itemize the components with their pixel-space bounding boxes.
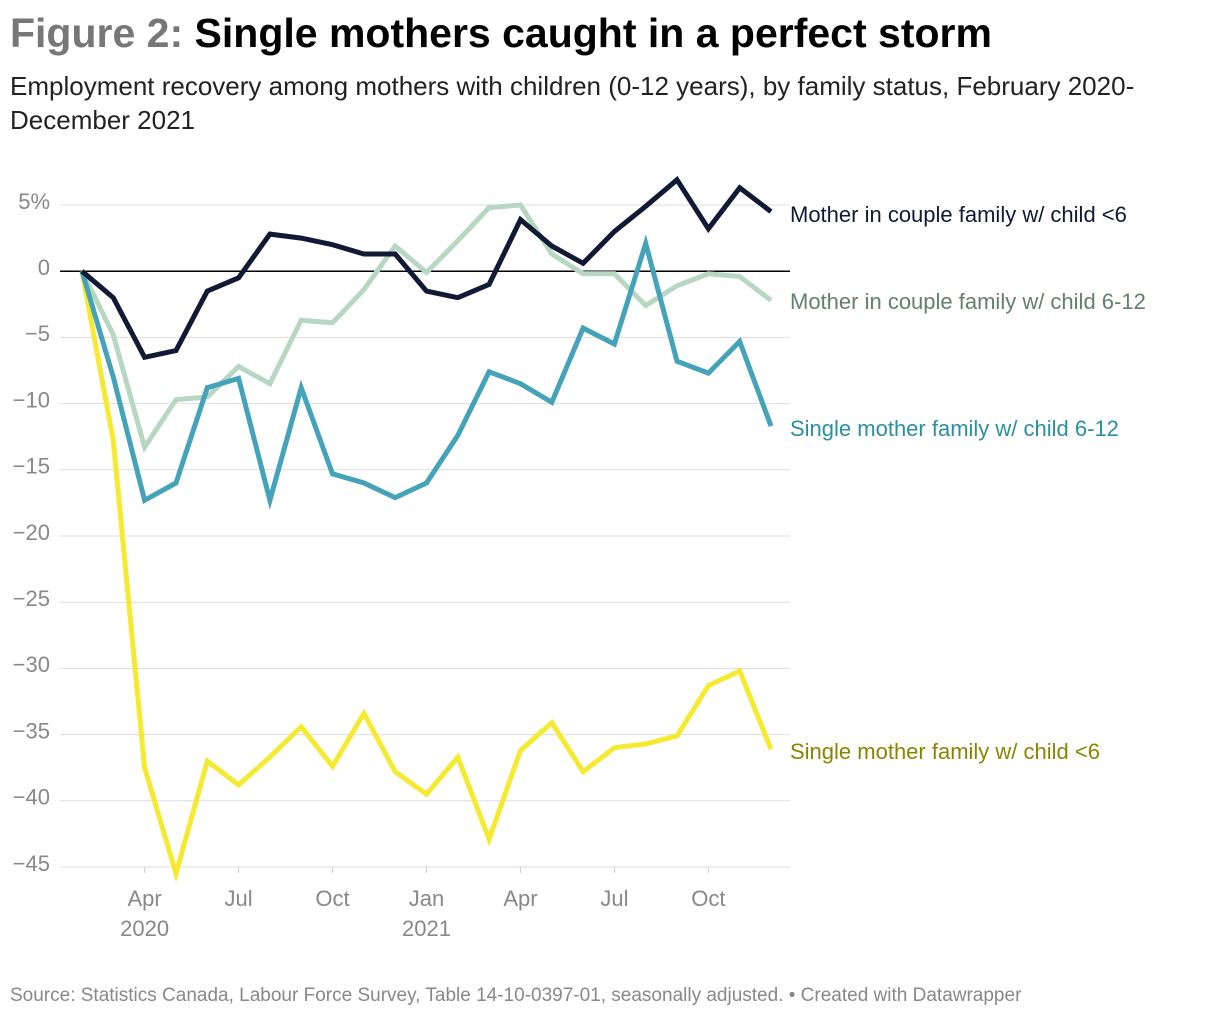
chart-title: Single mothers caught in a perfect storm	[194, 10, 992, 56]
y-tick-label: −20	[13, 520, 50, 545]
x-tick-label: Jul	[225, 886, 253, 911]
series-line	[79, 234, 774, 510]
x-tick-label: Oct	[691, 886, 725, 911]
y-tick-label: −15	[13, 454, 50, 479]
y-tick-label: −25	[13, 586, 50, 611]
figure-label: Figure 2:	[10, 10, 184, 56]
series-line	[79, 270, 774, 883]
x-tick-label: Apr	[128, 886, 162, 911]
y-tick-label: −10	[13, 387, 50, 412]
y-tick-label: −40	[13, 785, 50, 810]
source: Source: Statistics Canada, Labour Force …	[10, 985, 1022, 1006]
y-tick-label: −35	[13, 718, 50, 743]
x-tick-label: 2021	[402, 916, 451, 941]
series-label: Single mother family w/ child <6	[790, 739, 1100, 764]
series-line	[79, 202, 773, 454]
y-tick-label: −45	[13, 851, 50, 876]
y-tick-label: 5%	[18, 189, 50, 214]
title: Figure 2: Single mothers caught in a per…	[10, 10, 1190, 57]
series-label: Single mother family w/ child 6-12	[790, 416, 1119, 441]
subtitle: Employment recovery among mothers with c…	[10, 71, 1135, 135]
x-tick-label: Apr	[503, 886, 537, 911]
y-tick-label: −30	[13, 652, 50, 677]
series-line	[80, 176, 773, 361]
y-tick-label: −5	[25, 321, 50, 346]
y-tick-label: 0	[38, 255, 50, 280]
chart: 5% 0 −5 −10 −15 −20 −25 −30 −35 −40 −45 Apr 2020 Jul O…	[13, 176, 1146, 941]
x-tick-label: Jul	[600, 886, 628, 911]
x-tick-label: Jan	[409, 886, 444, 911]
x-tick-label: Oct	[315, 886, 349, 911]
series-label: Mother in couple family w/ child <6	[790, 202, 1127, 227]
header: Figure 2: Single mothers caught in a per…	[10, 10, 1190, 137]
series-label: Mother in couple family w/ child 6-12	[790, 289, 1146, 314]
x-tick-label: 2020	[120, 916, 169, 941]
